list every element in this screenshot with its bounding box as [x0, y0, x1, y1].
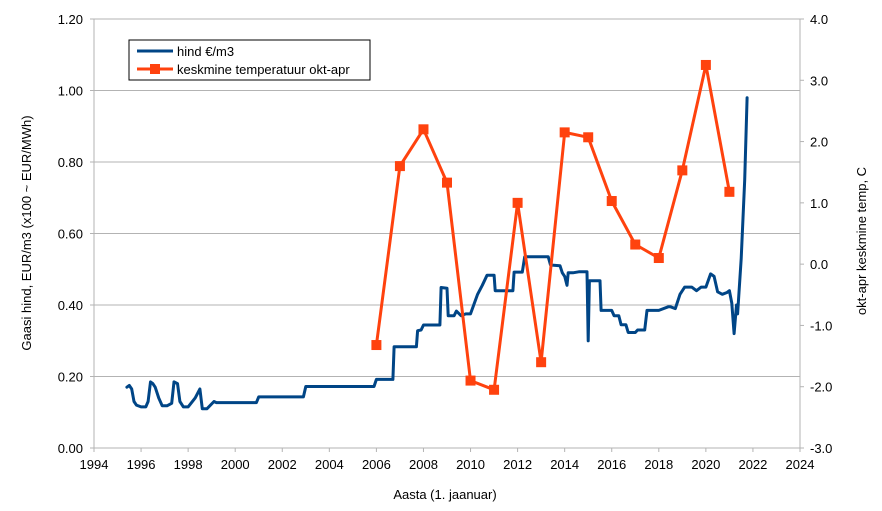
y-left-tick-label-0: 0.00 [58, 441, 83, 456]
series-1-point-11 [630, 239, 641, 250]
series-1-point-0 [371, 340, 382, 351]
series-1-point-4 [465, 375, 476, 386]
x-tick-label-11: 2016 [597, 457, 626, 472]
y-right-tick-label-6: 3.0 [810, 73, 828, 88]
series-1-point-12 [653, 253, 664, 264]
x-tick-label-9: 2012 [503, 457, 532, 472]
x-tick-label-12: 2018 [644, 457, 673, 472]
x-tick-label-2: 1998 [174, 457, 203, 472]
series-1-point-8 [559, 127, 570, 138]
series-line-0 [125, 96, 749, 411]
x-tick-label-13: 2020 [691, 457, 720, 472]
x-tick-label-0: 1994 [80, 457, 109, 472]
series-layer [125, 59, 749, 411]
x-tick-label-6: 2006 [362, 457, 391, 472]
series-1-point-9 [583, 132, 594, 143]
series-1-point-1 [394, 161, 405, 172]
x-tick-label-14: 2022 [738, 457, 767, 472]
y-right-tick-label-7: 4.0 [810, 12, 828, 27]
legend-box [128, 39, 371, 81]
legend: hind €/m3 keskmine temperatuur okt-apr [128, 39, 371, 81]
series-line-1 [374, 63, 731, 392]
left-axis-label: Gaasi hind, EUR/m3 (x100 ~ EUR/MWh) [19, 115, 34, 350]
y-right-tick-label-2: -1.0 [810, 318, 832, 333]
tick-labels: 1994 1996 1998 2000 2002 2004 2006 2008 2010 2012… [58, 12, 833, 472]
y-right-tick-label-5: 2.0 [810, 135, 828, 150]
x-tick-label-4: 2002 [268, 457, 297, 472]
series-1-point-7 [536, 357, 547, 368]
series-1-point-2 [418, 124, 429, 135]
y-right-tick-label-4: 1.0 [810, 196, 828, 211]
series-1-point-15 [724, 186, 735, 197]
y-right-tick-label-0: -3.0 [810, 441, 832, 456]
series-1-point-13 [677, 165, 688, 176]
axes [90, 18, 804, 452]
y-left-tick-label-6: 1.20 [58, 12, 83, 27]
legend-label-temperature: keskmine temperatuur okt-apr [177, 62, 350, 77]
y-left-tick-label-2: 0.40 [58, 298, 83, 313]
x-tick-label-15: 2024 [786, 457, 815, 472]
series-1-point-5 [489, 384, 500, 395]
legend-marker-temperature [150, 64, 160, 74]
right-axis-label: okt-apr keskmine temp, C [854, 167, 869, 315]
x-tick-label-7: 2008 [409, 457, 438, 472]
series-1-point-3 [442, 177, 452, 188]
x-tick-label-1: 1996 [127, 457, 156, 472]
series-1-point-14 [700, 59, 711, 70]
y-left-tick-label-3: 0.60 [58, 227, 83, 242]
y-right-tick-label-3: 0.0 [810, 257, 828, 272]
y-left-tick-label-1: 0.20 [58, 370, 83, 385]
legend-label-price: hind €/m3 [177, 44, 234, 59]
x-axis-label: Aasta (1. jaanuar) [393, 487, 496, 502]
x-tick-label-8: 2010 [456, 457, 485, 472]
y-left-tick-label-5: 1.00 [58, 84, 83, 99]
y-left-tick-label-4: 0.80 [58, 155, 83, 170]
x-tick-label-3: 2000 [221, 457, 250, 472]
y-right-tick-label-1: -2.0 [810, 380, 832, 395]
x-tick-label-5: 2004 [315, 457, 344, 472]
x-tick-label-10: 2014 [550, 457, 579, 472]
series-1-point-6 [512, 197, 523, 208]
series-1-point-10 [606, 196, 617, 207]
